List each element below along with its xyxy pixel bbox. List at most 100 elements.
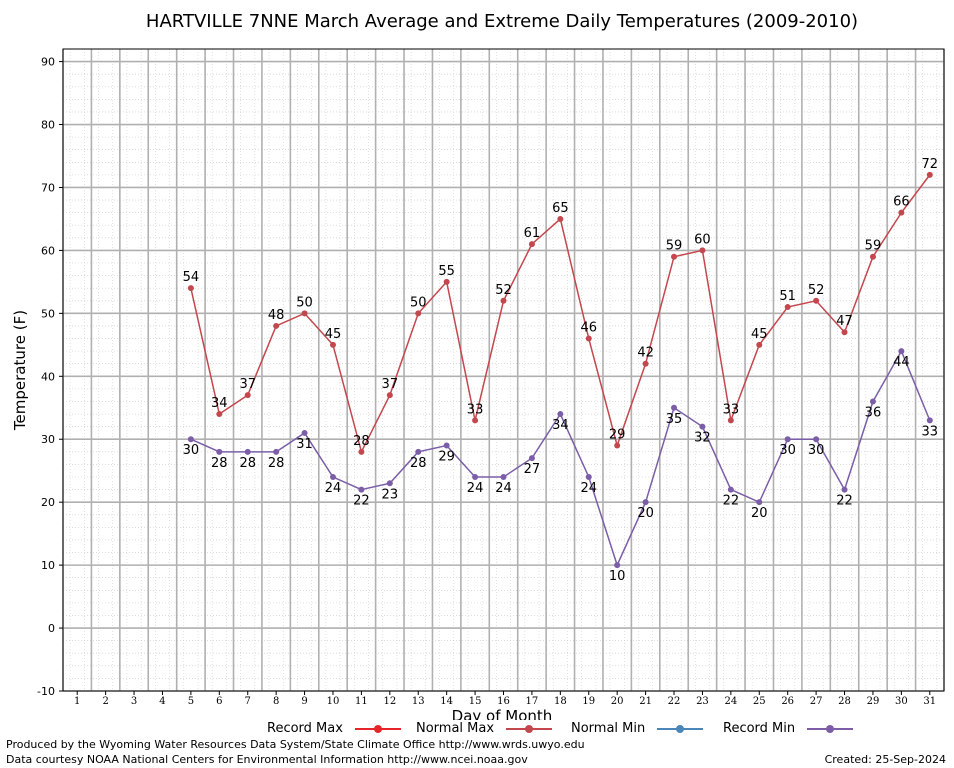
data-label-record-min: 33 [922,424,939,439]
data-label-normal-max: 59 [666,239,683,254]
legend-label: Record Max [267,721,343,736]
data-label-record-min: 22 [353,494,370,509]
legend-record-max: Record Max [267,721,401,736]
data-point-normal-max [813,297,820,304]
x-tick-label: 18 [554,696,567,707]
data-label-normal-max: 33 [467,402,484,417]
data-point-normal-max [443,278,450,285]
data-point-record-min [500,474,507,480]
data-point-record-min [415,448,422,455]
x-tick-label: 2 [102,696,108,707]
y-tick-label: 10 [41,559,55,572]
y-tick-label: 80 [41,119,55,132]
legend-swatch-record-max [354,724,401,733]
legend-record-min: Record Min [723,721,854,736]
data-label-record-min: 27 [524,462,541,477]
x-tick-label: 27 [810,696,823,707]
data-label-normal-max: 60 [694,232,711,247]
x-tick-label: 4 [159,696,165,707]
data-label-normal-max: 61 [524,226,541,241]
x-tick-label: 21 [639,696,652,707]
legend-swatch-normal-min [657,724,704,733]
data-point-record-min [358,486,365,493]
data-label-record-min: 28 [410,456,427,471]
data-point-normal-max [671,253,678,260]
legend-label: Record Min [723,721,796,736]
data-label-record-min: 30 [183,443,200,458]
data-point-normal-max [301,310,308,317]
data-label-record-min: 30 [808,443,825,458]
data-label-record-min: 28 [211,456,228,471]
data-point-record-min [216,448,223,455]
data-point-record-min [869,398,876,405]
data-point-normal-max [528,241,535,248]
data-label-normal-max: 48 [268,308,285,323]
x-tick-label: 10 [327,696,340,707]
y-tick-label: -10 [37,685,55,698]
x-tick-label: 12 [383,696,396,707]
data-point-record-min [472,474,479,480]
data-point-record-min [273,448,280,455]
data-label-normal-max: 34 [211,396,228,411]
legend-normal-min: Normal Min [571,721,704,736]
data-label-record-min: 24 [467,481,484,496]
y-tick-label: 90 [41,56,55,69]
data-point-record-min [386,480,393,487]
data-point-normal-max [898,209,905,216]
data-point-normal-max [472,417,479,424]
data-label-record-min: 10 [609,569,626,584]
x-tick-label: 3 [131,696,137,707]
data-label-normal-max: 54 [183,270,200,285]
data-point-normal-max [329,341,336,348]
data-point-normal-max [273,322,280,329]
data-label-record-min: 24 [495,481,512,496]
data-point-record-min [926,417,933,424]
x-tick-label: 5 [188,696,194,707]
data-label-record-min: 32 [694,431,711,446]
data-label-normal-max: 66 [893,195,910,210]
chart-title: HARTVILLE 7NNE March Average and Extreme… [146,11,858,32]
data-point-record-min [699,423,706,430]
y-tick-label: 30 [41,433,55,446]
data-label-record-min: 20 [751,506,768,521]
data-label-record-min: 34 [552,418,569,433]
x-tick-label: 29 [867,696,880,707]
data-point-normal-max [869,253,876,260]
x-tick-label: 7 [245,696,251,707]
x-tick-label: 11 [355,696,368,707]
data-label-record-min: 35 [666,412,683,427]
data-label-record-min: 24 [325,481,342,496]
data-point-normal-max [727,417,734,424]
data-label-record-min: 24 [580,481,597,496]
data-point-normal-max [500,297,507,304]
x-tick-label: 9 [301,696,307,707]
data-label-normal-max: 46 [580,321,597,336]
data-point-normal-max [614,442,621,449]
plot-grid [62,48,945,692]
legend-swatch-normal-max [506,724,553,733]
data-label-normal-max: 59 [865,239,882,254]
chart-legend: Record Max Normal Max Normal Min Record … [0,721,954,741]
x-tick-label: 23 [696,696,709,707]
data-label-normal-max: 51 [779,289,796,304]
x-tick-label: 30 [895,696,908,707]
data-label-record-min: 30 [779,443,796,458]
data-point-record-min [784,436,791,443]
data-label-record-min: 29 [438,450,455,465]
data-label-normal-max: 37 [239,377,256,392]
x-tick-label: 14 [440,696,453,707]
data-label-record-min: 28 [268,456,285,471]
x-tick-label: 19 [582,696,595,707]
y-axis-label: Temperature (F) [11,310,29,431]
data-label-record-min: 31 [296,437,313,452]
x-axis-label: Day of Month [452,707,553,720]
data-point-record-min [585,474,592,480]
data-label-normal-max: 45 [751,327,768,342]
footer-created-date: Created: 25-Sep-2024 [824,753,946,766]
data-point-normal-max [756,341,763,348]
series-layer [187,171,933,569]
x-tick-label: 13 [412,696,425,707]
data-label-normal-max: 65 [552,201,569,216]
data-label-normal-max: 52 [495,283,512,298]
